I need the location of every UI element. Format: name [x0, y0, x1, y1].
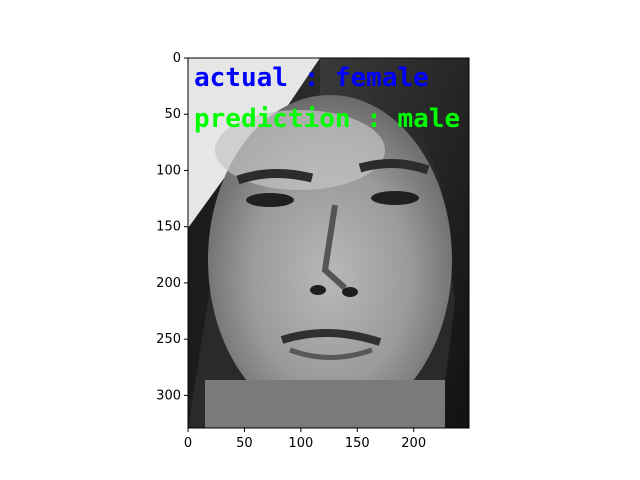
axes-frame — [187, 57, 470, 429]
x-tick-label: 150 — [345, 436, 370, 451]
x-tick-label: 100 — [288, 436, 313, 451]
y-tick-label: 250 — [156, 332, 181, 347]
x-axis: 0 50 100 150 200 — [184, 428, 426, 451]
y-tick-label: 200 — [156, 276, 181, 291]
x-tick-label: 0 — [184, 436, 192, 451]
y-tick-label: 0 — [173, 51, 181, 66]
y-tick-label: 300 — [156, 388, 181, 403]
x-tick-label: 200 — [401, 436, 426, 451]
y-tick-label: 100 — [156, 163, 181, 178]
face-image — [188, 58, 469, 428]
x-tick-label: 50 — [236, 436, 253, 451]
y-tick-label: 150 — [156, 220, 181, 235]
y-tick-label: 50 — [164, 107, 181, 122]
prediction-label: prediction : male — [194, 104, 460, 134]
y-axis: 0 50 100 150 200 250 300 — [156, 51, 188, 403]
actual-label: actual : female — [194, 63, 429, 93]
